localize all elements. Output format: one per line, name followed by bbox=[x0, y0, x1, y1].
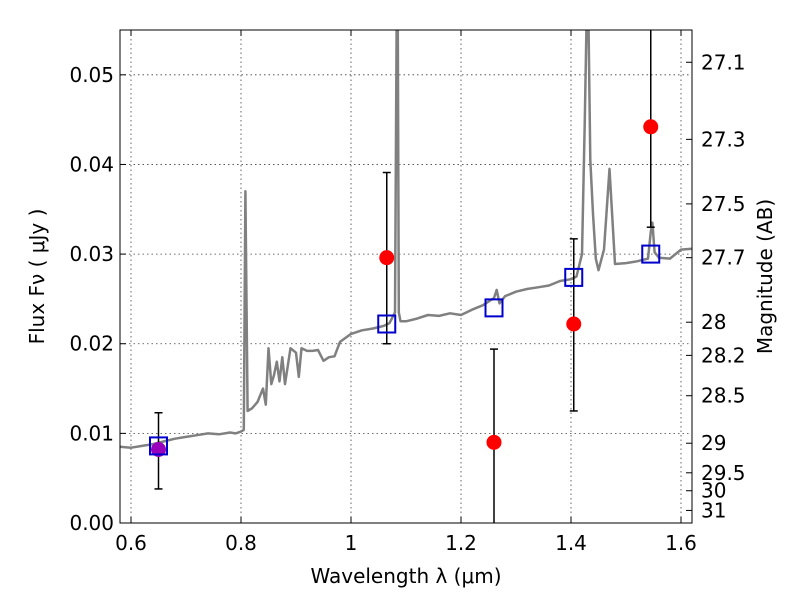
observed-point bbox=[379, 250, 395, 266]
observed-point bbox=[151, 441, 166, 457]
model-spectrum-line bbox=[120, 30, 692, 449]
y2-tick-label: 30 bbox=[701, 479, 726, 503]
x-tick-label: 1.4 bbox=[555, 531, 587, 555]
y2-tick-label: 27.3 bbox=[701, 127, 746, 151]
y-tick-label: 0.02 bbox=[69, 332, 114, 356]
y-tick-label: 0.00 bbox=[69, 511, 114, 535]
y2-tick-label: 28.5 bbox=[701, 384, 746, 408]
synthetic-point bbox=[641, 244, 661, 264]
y2-tick-label: 27.1 bbox=[701, 50, 746, 74]
axes-frame bbox=[119, 29, 693, 524]
observed-point bbox=[486, 434, 502, 450]
x-tick-label: 1.6 bbox=[665, 531, 697, 555]
y-tick-label: 0.01 bbox=[69, 421, 114, 445]
synthetic-point bbox=[377, 314, 397, 334]
y-tick-label: 0.05 bbox=[69, 63, 114, 87]
y2-tick-label: 29.5 bbox=[701, 461, 746, 485]
synthetic-point bbox=[484, 298, 504, 318]
x-tick-label: 1.2 bbox=[445, 531, 477, 555]
synthetic-point bbox=[564, 267, 584, 287]
observed-point bbox=[643, 119, 659, 135]
y2-axis-label: Magnitude (AB) bbox=[753, 199, 777, 354]
y2-tick-label: 27.7 bbox=[701, 246, 746, 270]
y-axis-label: Flux Fν ( μJy ) bbox=[25, 209, 49, 345]
y2-tick-label: 27.5 bbox=[701, 192, 746, 216]
y2-tick-label: 28.2 bbox=[701, 343, 746, 367]
y2-tick-label: 28 bbox=[701, 310, 726, 334]
y2-tick-label: 31 bbox=[701, 498, 726, 522]
x-tick-label: 0.6 bbox=[115, 531, 147, 555]
y2-tick-label: 29 bbox=[701, 431, 726, 455]
y-tick-label: 0.03 bbox=[69, 242, 114, 266]
synthetic-point bbox=[149, 436, 168, 456]
grid bbox=[120, 30, 692, 524]
x-tick-label: 1 bbox=[345, 531, 358, 555]
observed-point bbox=[566, 316, 582, 332]
y-tick-label: 0.04 bbox=[69, 152, 114, 176]
x-axis-label: Wavelength λ (μm) bbox=[310, 564, 501, 588]
clipped-series bbox=[120, 30, 692, 449]
x-tick-label: 0.8 bbox=[225, 531, 257, 555]
plot-area bbox=[120, 30, 692, 523]
ticks: 0.6 0.8 1 1.2 1.4 1.6 0.00 0.01 0.02 0.03 0.04 0.05… bbox=[69, 30, 746, 555]
